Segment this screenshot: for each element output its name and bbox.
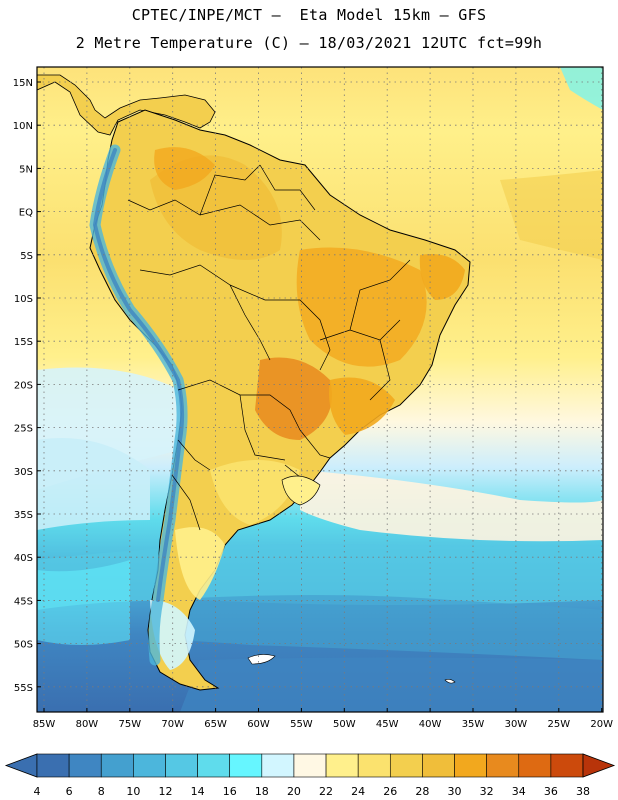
cool-ocean-patch	[37, 438, 150, 530]
lon-label: 40W	[419, 719, 442, 730]
lon-label: 25W	[547, 719, 570, 730]
lat-label: 10N	[13, 121, 33, 132]
colorbar-arrow-left	[4, 753, 38, 778]
lon-label: 50W	[333, 719, 356, 730]
plot-frame	[36, 66, 604, 713]
colorbar-tick-label: 20	[287, 785, 301, 798]
colorbar-swatch	[518, 753, 552, 778]
lon-label: 80W	[76, 719, 99, 730]
colorbar-tick-label: 30	[448, 785, 462, 798]
colorbar-swatch	[261, 753, 295, 778]
colorbar: 4 6 8 10 12 14 16 18 20 22 24 26 28 30 32 34 36 38	[4, 753, 616, 798]
central-america-landmass	[37, 74, 216, 136]
colorbar-tick-label: 4	[34, 785, 41, 798]
axis-ticks	[37, 81, 603, 712]
colorbar-tick-label: 12	[158, 785, 172, 798]
colorbar-tick-label: 6	[66, 785, 73, 798]
south-georgia-island	[444, 679, 456, 684]
colorbar-swatch	[229, 753, 263, 778]
warm-ocean-patch	[500, 170, 603, 260]
colorbar-tick-label: 26	[383, 785, 397, 798]
country-borders	[127, 164, 411, 531]
lon-label: 20W	[590, 719, 613, 730]
hot-region	[154, 147, 215, 190]
colorbar-swatch	[165, 753, 198, 778]
colorbar-tick-label: 8	[98, 785, 105, 798]
lon-label: 75W	[118, 719, 141, 730]
lat-label: 5S	[20, 251, 33, 262]
latitude-labels: 15N 10N 5N EQ 5S 10S 15S 20S 25S 30S 35S 40S 45S 50S 5…	[13, 78, 33, 694]
cold-ocean-band	[160, 595, 603, 660]
colorbar-tick-label: 18	[255, 785, 269, 798]
colorbar-tick-label: 24	[351, 785, 365, 798]
lat-label: 15S	[14, 337, 33, 348]
lat-label: 10S	[14, 294, 33, 305]
lat-label: 15N	[13, 78, 33, 89]
colorbar-swatch	[454, 753, 487, 778]
lat-label: 55S	[14, 683, 33, 694]
lat-label: 50S	[14, 640, 33, 651]
colorbar-swatch	[389, 753, 423, 778]
hot-region	[255, 357, 332, 440]
colorbar-arrow-right	[582, 753, 616, 778]
map-subtitle: 2 Metre Temperature (C) – 18/03/2021 12U…	[75, 34, 543, 52]
colorbar-swatch	[486, 753, 520, 778]
falkland-islands	[247, 654, 276, 665]
colorbar-swatch	[422, 753, 455, 778]
lon-label: 30W	[505, 719, 528, 730]
colorbar-swatch	[550, 753, 584, 778]
hot-region	[419, 254, 465, 300]
colorbar-tick-label: 22	[319, 785, 333, 798]
lon-label: 60W	[247, 719, 270, 730]
mild-region	[210, 460, 300, 525]
colorbar-tick-label: 34	[512, 785, 526, 798]
colorbar-tick-label: 10	[126, 785, 140, 798]
colorbar-swatch	[36, 753, 70, 778]
lon-label: 85W	[33, 719, 56, 730]
colorbar-swatch	[357, 753, 391, 778]
lon-label: 35W	[462, 719, 485, 730]
lon-label: 65W	[204, 719, 227, 730]
colorbar-swatch	[100, 753, 134, 778]
cold-ocean-band	[180, 657, 603, 712]
colorbar-swatch	[293, 753, 327, 778]
colorbar-swatch	[133, 753, 166, 778]
lat-label: 25S	[14, 424, 33, 435]
colorbar-tick-label: 32	[480, 785, 494, 798]
map-title: CPTEC/INPE/MCT – Eta Model 15km – GFS	[131, 6, 487, 24]
lat-label: 35S	[14, 510, 33, 521]
lon-label: 70W	[161, 719, 184, 730]
lat-label: 5N	[19, 164, 33, 175]
colorbar-tick-label: 36	[544, 785, 558, 798]
lat-lon-grid	[37, 67, 603, 712]
lat-label: 40S	[14, 553, 33, 564]
lon-label: 45W	[376, 719, 399, 730]
colorbar-tick-label: 38	[576, 785, 590, 798]
andes-peak-line	[92, 148, 185, 602]
plot-area	[37, 67, 603, 712]
colorbar-swatch	[68, 753, 102, 778]
lat-label: EQ	[19, 208, 33, 219]
lat-label: 45S	[14, 596, 33, 607]
colorbar-tick-label: 16	[223, 785, 237, 798]
lat-label: 30S	[14, 467, 33, 478]
mild-region	[175, 527, 225, 600]
lat-label: 20S	[14, 380, 33, 391]
longitude-labels: 85W 80W 75W 70W 65W 60W 55W 50W 45W 40W 35W 30W 25W 2…	[33, 719, 613, 730]
colorbar-tick-label: 14	[191, 785, 205, 798]
cold-ocean-patch	[37, 560, 130, 645]
lon-label: 55W	[290, 719, 313, 730]
colorbar-swatch	[325, 753, 359, 778]
cool-ocean-patch	[560, 67, 603, 110]
colorbar-tick-label: 28	[415, 785, 429, 798]
colorbar-swatch	[197, 753, 231, 778]
warm-ocean-patch	[300, 470, 603, 542]
